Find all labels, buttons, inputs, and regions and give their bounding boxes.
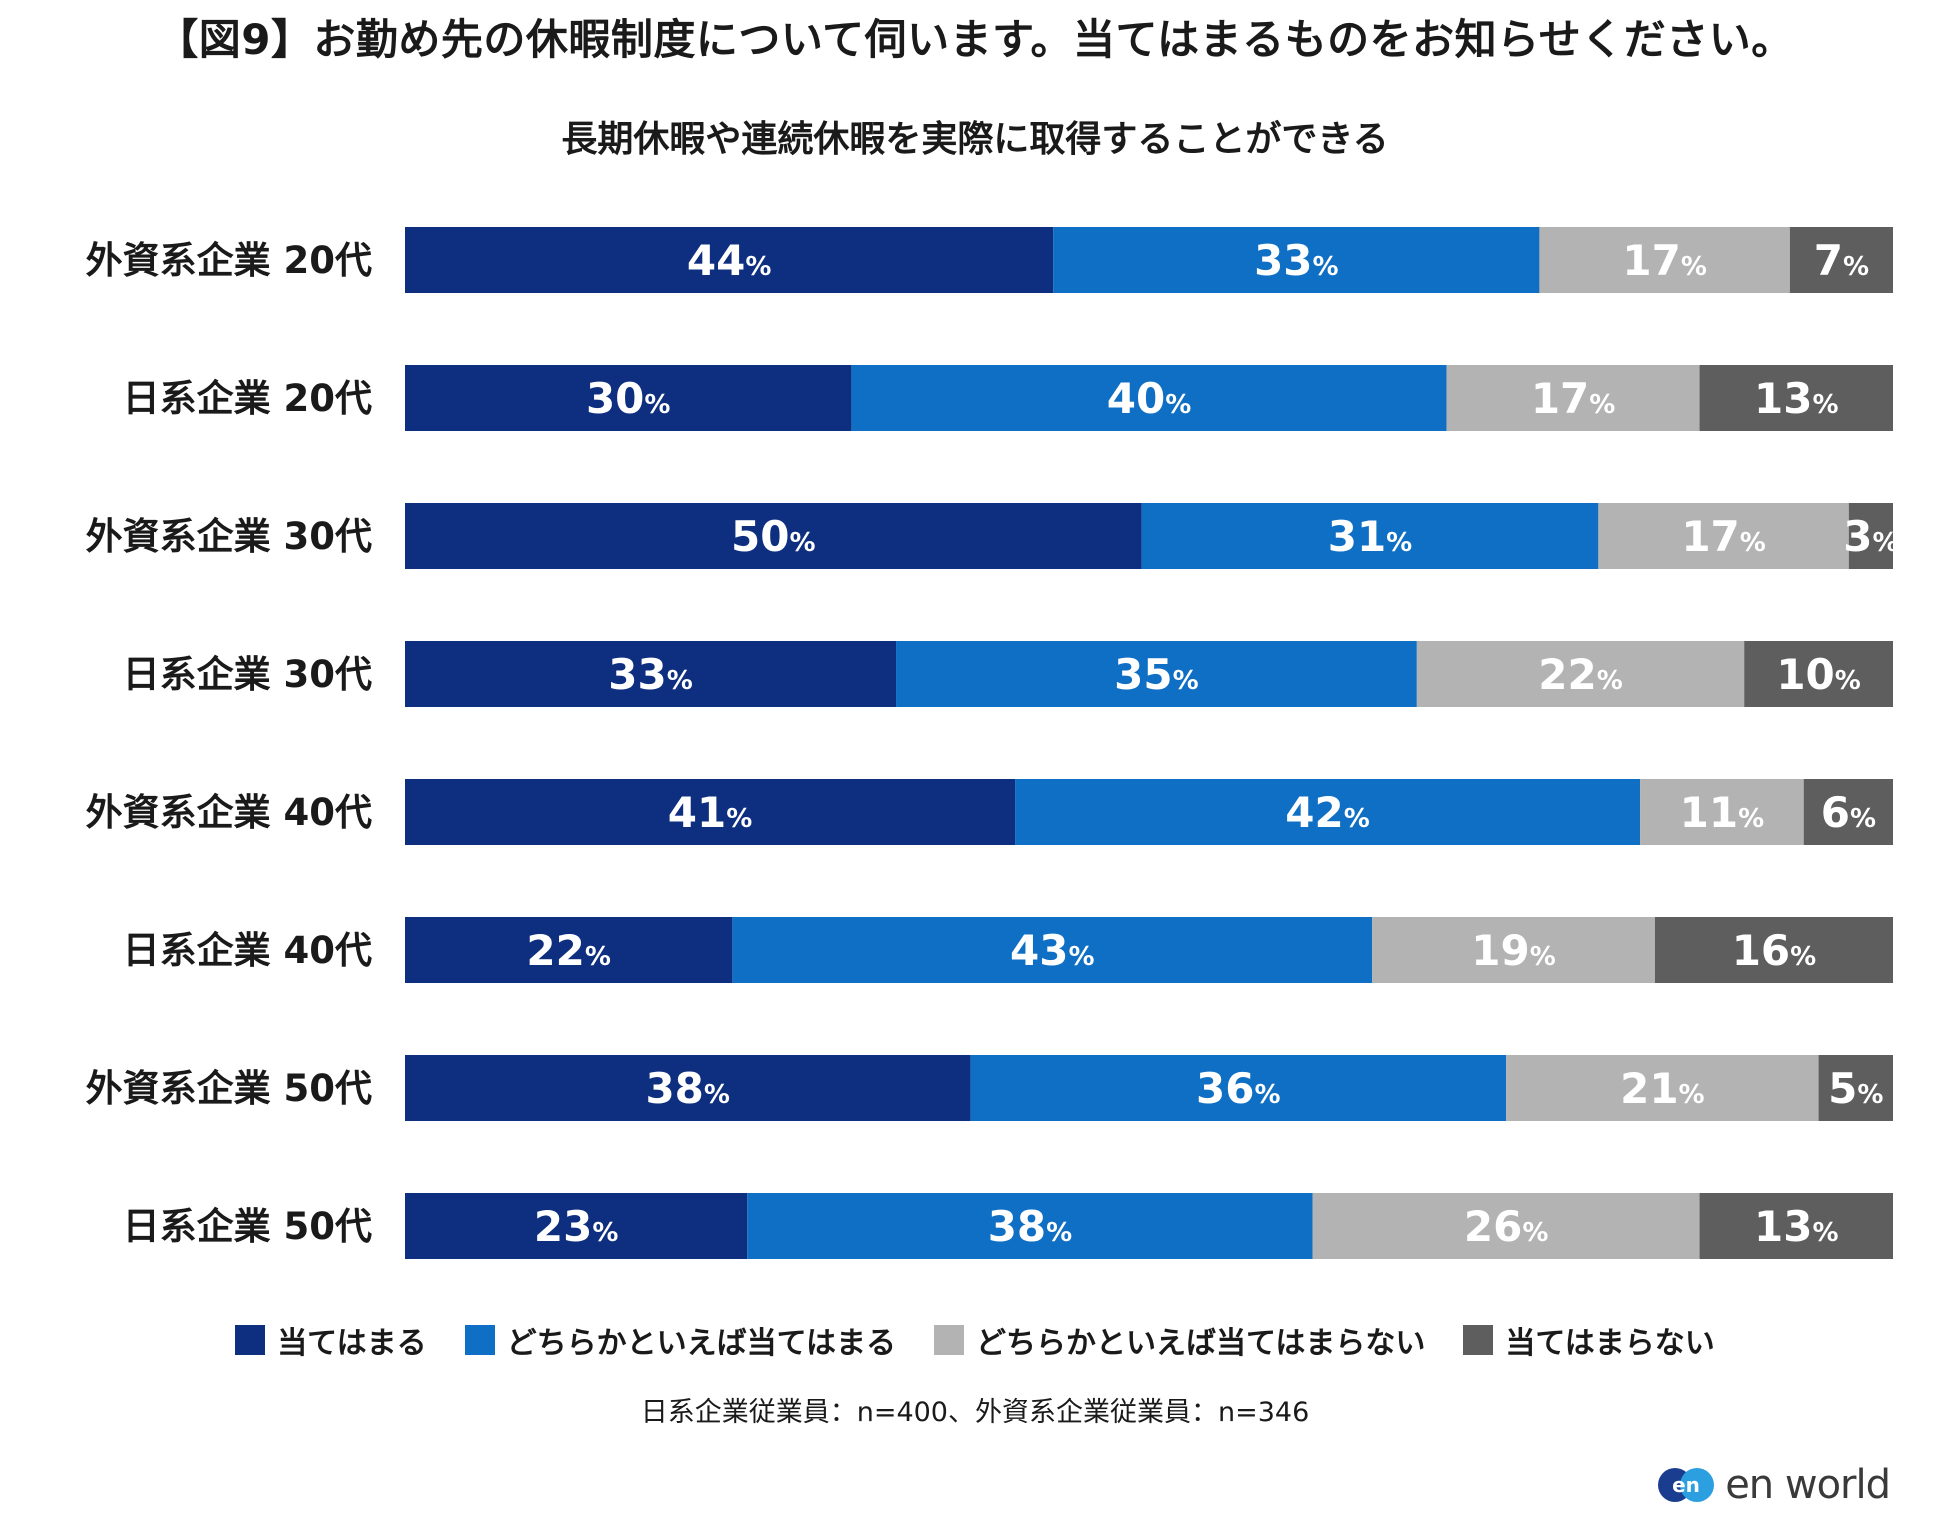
data-label: 38% — [645, 1064, 730, 1113]
chart-main-title: 【図9】お勤め先の休暇制度について伺います。当てはまるものをお知らせください。 — [156, 15, 1794, 64]
data-label: 17% — [1681, 512, 1766, 561]
chart-legend: 当てはまる どちらかといえば当てはまる どちらかといえば当てはまらない 当てはま… — [0, 1318, 1950, 1362]
data-label: 43% — [1010, 926, 1095, 975]
data-label: 30% — [586, 374, 671, 423]
category-label: 外資系企業 20代 — [86, 239, 372, 282]
stacked-bar-chart: 外資系企業 20代 44% 33% 17% 7% 日系企業 20代 30% 40% 17% 13%… — [85, 227, 1898, 1259]
bar-segment — [1598, 503, 1849, 569]
data-label: 22% — [1538, 650, 1623, 699]
legend-swatch-applies — [235, 1325, 266, 1355]
bar-segment — [1372, 917, 1655, 983]
data-label: 44% — [687, 236, 772, 285]
category-label: 外資系企業 40代 — [86, 791, 372, 834]
bar-segment — [1506, 1055, 1819, 1121]
legend-label-somewhat-applies: どちらかといえば当てはまる — [506, 1326, 896, 1361]
bar-segment — [405, 227, 1054, 293]
bar-segment — [1053, 227, 1540, 293]
category-label: 日系企業 40代 — [123, 929, 372, 972]
data-label: 6% — [1821, 788, 1876, 837]
bar-segment — [1312, 1193, 1700, 1259]
legend-item-somewhat-not: どちらかといえば当てはまらない — [934, 1318, 1425, 1362]
bar-segment — [405, 641, 897, 707]
legend-swatch-somewhat-applies — [464, 1325, 495, 1355]
bar-segment — [1803, 779, 1893, 845]
data-label: 13% — [1754, 1202, 1839, 1251]
legend-label-applies: 当てはまる — [277, 1326, 427, 1361]
enworld-logo-mark-icon: en — [1658, 1468, 1715, 1502]
data-label: 33% — [608, 650, 693, 699]
data-label: 50% — [731, 512, 816, 561]
logo-mark-text: en — [1672, 1473, 1700, 1497]
data-label: 22% — [526, 926, 611, 975]
data-label: 13% — [1754, 374, 1839, 423]
data-label: 40% — [1107, 374, 1192, 423]
bar-segment — [970, 1055, 1507, 1121]
bar-segment — [747, 1193, 1313, 1259]
legend-item-somewhat-applies: どちらかといえば当てはまる — [464, 1318, 896, 1362]
sample-size-note: 日系企業従業員：n=400、外資系企業従業員：n=346 — [640, 1397, 1310, 1428]
bar-segment — [1699, 1193, 1893, 1259]
data-label: 36% — [1196, 1064, 1281, 1113]
legend-swatch-not-applies — [1463, 1325, 1494, 1355]
bar-segment — [405, 779, 1016, 845]
data-label: 7% — [1814, 236, 1869, 285]
bar-segment — [1789, 227, 1893, 293]
bar-segment — [1654, 917, 1893, 983]
data-label: 17% — [1622, 236, 1707, 285]
bar-segment — [851, 365, 1447, 431]
chart-subtitle: 長期休暇や連続休暇を実際に取得することができる — [561, 119, 1389, 160]
bar-segment — [405, 917, 733, 983]
data-label: 16% — [1732, 926, 1817, 975]
legend-label-somewhat-not: どちらかといえば当てはまらない — [976, 1326, 1426, 1361]
legend-swatch-somewhat-not — [934, 1325, 964, 1355]
data-label: 42% — [1285, 788, 1370, 837]
bar-segment — [1141, 503, 1599, 569]
bar-segment — [405, 1193, 748, 1259]
bar-segment — [732, 917, 1373, 983]
bar-segment — [1539, 227, 1790, 293]
bar-segment — [1416, 641, 1745, 707]
category-label: 外資系企業 30代 — [86, 515, 372, 558]
bar-segment — [1848, 503, 1893, 569]
data-label: 3% — [1843, 512, 1898, 561]
legend-item-applies: 当てはまる — [235, 1318, 427, 1362]
data-label: 38% — [988, 1202, 1073, 1251]
data-label: 10% — [1776, 650, 1861, 699]
bar-segment — [405, 503, 1142, 569]
bar-segment — [1699, 365, 1893, 431]
category-label: 日系企業 20代 — [123, 377, 372, 420]
bar-segment — [1446, 365, 1700, 431]
category-label: 日系企業 30代 — [123, 653, 372, 696]
bar-segment — [1818, 1055, 1893, 1121]
bar-segment — [405, 1055, 971, 1121]
data-label: 31% — [1328, 512, 1413, 561]
bar-segment — [1640, 779, 1804, 845]
data-label: 26% — [1464, 1202, 1549, 1251]
data-label: 21% — [1620, 1064, 1705, 1113]
category-label: 外資系企業 50代 — [86, 1067, 372, 1110]
data-label: 23% — [534, 1202, 619, 1251]
bar-segment — [1744, 641, 1893, 707]
legend-item-not-applies: 当てはまらない — [1463, 1318, 1715, 1362]
data-label: 17% — [1531, 374, 1616, 423]
logo-text: en world — [1725, 1462, 1891, 1508]
data-label: 35% — [1114, 650, 1199, 699]
enworld-logo: en en world — [1657, 1462, 1891, 1508]
bar-segment — [896, 641, 1417, 707]
data-label: 41% — [668, 788, 753, 837]
data-label: 33% — [1254, 236, 1339, 285]
legend-label-not-applies: 当てはまらない — [1505, 1326, 1715, 1361]
bar-segment — [1015, 779, 1641, 845]
data-label: 19% — [1471, 926, 1556, 975]
category-label: 日系企業 50代 — [123, 1205, 372, 1248]
bar-segment — [405, 365, 852, 431]
data-label: 5% — [1828, 1064, 1883, 1113]
data-label: 11% — [1680, 788, 1765, 837]
